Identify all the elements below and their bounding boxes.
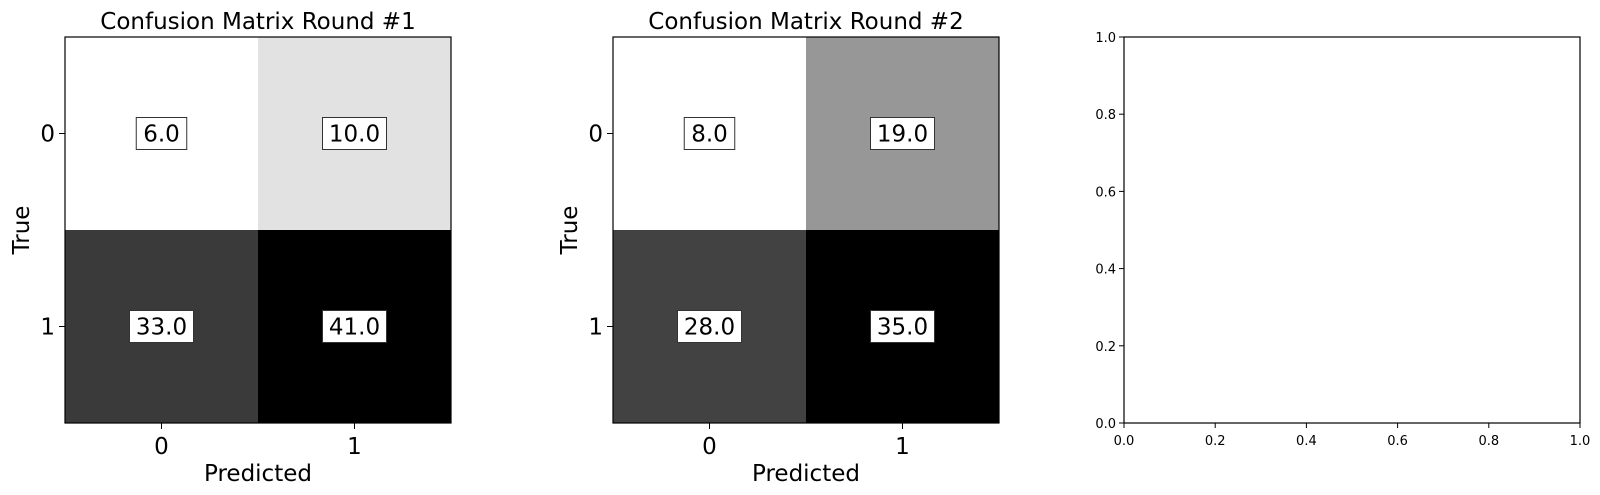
heatmap-cells xyxy=(613,37,999,423)
y-tick-label: 1 xyxy=(40,315,55,341)
cell-label-box xyxy=(129,310,194,343)
x-tick-label: 0.2 xyxy=(1205,434,1226,449)
cell-label-box xyxy=(870,117,935,150)
cell-value-label: 19.0 xyxy=(877,122,928,148)
cell-value-label: 6.0 xyxy=(143,122,180,148)
x-axis-label: Predicted xyxy=(752,461,860,487)
y-axis-label: True xyxy=(557,206,583,256)
cell-label-box xyxy=(870,310,935,343)
y-tick-label: 0.0 xyxy=(1095,417,1116,432)
cell-label-box xyxy=(683,117,736,150)
confusion-matrix-panel-1: Confusion Matrix Round #1 6.0 10.0 33.0 41.… xyxy=(9,9,452,487)
y-tick-label: 0 xyxy=(588,122,603,148)
y-axis-ticks: 01 xyxy=(588,122,613,341)
y-tick-label: 0.4 xyxy=(1095,263,1116,278)
plot-frame xyxy=(64,36,452,424)
y-axis-ticks: 01 xyxy=(40,122,65,341)
x-tick-label: 0.0 xyxy=(1114,434,1135,449)
x-tick-label: 0 xyxy=(702,434,717,460)
cell-value-label: 8.0 xyxy=(691,122,728,148)
x-tick-label: 0.6 xyxy=(1387,434,1408,449)
x-tick-label: 0 xyxy=(154,434,169,460)
empty-axes-panel-3: 0.0 0.2 0.4 0.6 0.8 1.0 0.0 0.2 0.4 0.6 0.8 1.0 xyxy=(1095,31,1590,449)
y-tick-label: 1.0 xyxy=(1095,31,1116,46)
cell-label-box xyxy=(677,310,742,343)
cell-value-label: 33.0 xyxy=(136,315,187,341)
heatmap-cells xyxy=(65,37,451,423)
plot-frame xyxy=(612,36,1000,424)
cell-value-label: 28.0 xyxy=(684,315,735,341)
heatmap-cell-labels: 6.0 10.0 33.0 41.0 xyxy=(129,117,387,343)
cell-label-box xyxy=(322,310,387,343)
chart-title: Confusion Matrix Round #1 xyxy=(100,9,415,35)
x-tick-label: 1 xyxy=(895,434,910,460)
x-tick-label: 1 xyxy=(347,434,362,460)
x-axis-label: Predicted xyxy=(204,461,312,487)
y-tick-label: 0.8 xyxy=(1095,108,1116,123)
y-tick-label: 0.6 xyxy=(1095,185,1116,200)
cell-value-label: 10.0 xyxy=(329,122,380,148)
y-tick-label: 0.2 xyxy=(1095,340,1116,355)
y-axis-label: True xyxy=(9,206,35,256)
confusion-matrix-panel-2: Confusion Matrix Round #2 8.0 19.0 28.0 35.… xyxy=(557,9,1000,487)
heatmap-cell-labels: 8.0 19.0 28.0 35.0 xyxy=(677,117,935,343)
chart-title: Confusion Matrix Round #2 xyxy=(648,9,963,35)
cell-label-box xyxy=(322,117,387,150)
y-tick-label: 1 xyxy=(588,315,603,341)
cell-label-box xyxy=(135,117,188,150)
plot-frame xyxy=(1123,36,1581,424)
x-axis-ticks: 0.0 0.2 0.4 0.6 0.8 1.0 xyxy=(1114,423,1591,449)
x-tick-label: 0.4 xyxy=(1296,434,1317,449)
x-tick-label: 1.0 xyxy=(1570,434,1591,449)
x-tick-label: 0.8 xyxy=(1478,434,1499,449)
y-tick-label: 0 xyxy=(40,122,55,148)
y-axis-ticks: 0.0 0.2 0.4 0.6 0.8 1.0 xyxy=(1095,31,1124,432)
cell-value-label: 35.0 xyxy=(877,315,928,341)
cell-value-label: 41.0 xyxy=(329,315,380,341)
